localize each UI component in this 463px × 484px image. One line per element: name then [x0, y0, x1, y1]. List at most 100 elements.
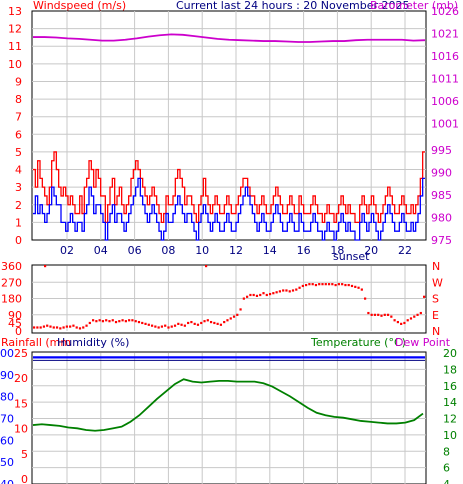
barometer-tick-label: 990	[431, 167, 452, 180]
windspeed-tick-label: 2	[15, 199, 22, 212]
humidity-axis: 100 90 80 70 60 50 40	[0, 347, 14, 484]
time-tick-label: 08	[161, 244, 175, 257]
compass-tick-label: N	[432, 325, 440, 338]
wind-direction-point	[205, 265, 208, 268]
wind-direction-point	[364, 297, 367, 300]
wind-direction-point	[141, 321, 144, 325]
wind-direction-point	[255, 294, 259, 297]
wind-direction-point	[246, 295, 249, 298]
wind-direction-point	[183, 324, 186, 327]
wind-direction-point	[413, 315, 416, 318]
time-tick-label: 12	[229, 244, 243, 257]
time-tick-label: 04	[94, 244, 108, 257]
windspeed-tick-label: 8	[15, 93, 22, 106]
wind-direction-point	[42, 325, 46, 328]
wind-direction-point	[416, 313, 419, 316]
barometer-tick-label: 1011	[431, 72, 459, 85]
wind-direction-point	[265, 293, 268, 297]
time-tick-label: 18	[330, 244, 344, 257]
wind-direction-point	[65, 325, 68, 328]
wind-direction-point	[170, 325, 173, 328]
time-tick-label: 06	[128, 244, 142, 257]
windspeed-tick-label: 7	[15, 111, 22, 124]
wind-direction-point	[62, 326, 65, 329]
top-panel-frame	[31, 10, 427, 241]
wind-direction-point	[39, 326, 42, 329]
humidity-tick-label: 40	[0, 478, 14, 484]
rainfall-tick-label: 10	[14, 423, 28, 436]
wind-direction-point	[272, 292, 275, 295]
barometer-tick-label: 975	[431, 234, 452, 247]
windspeed-tick-label: 5	[15, 146, 22, 159]
windspeed-label: Windspeed (m/s)	[33, 0, 126, 12]
wind-direction-point	[370, 313, 373, 316]
wind-direction-point	[367, 311, 370, 315]
wind-direction-point	[400, 322, 403, 325]
wind-direction-point	[118, 320, 121, 323]
wind-direction-point	[219, 323, 223, 326]
wind-direction-point	[154, 325, 157, 328]
rainfall-tick-label: 15	[14, 397, 28, 410]
wind-direction-point	[213, 321, 216, 325]
wind-direction-point	[377, 313, 380, 316]
wind-direction-point	[295, 288, 298, 291]
wind-direction-point	[308, 283, 311, 286]
wind-direction-point	[314, 283, 318, 287]
temperature-tick-label: 8	[443, 445, 450, 458]
wind-direction-point	[223, 320, 226, 324]
direction-tick-label: 180	[1, 293, 22, 306]
wind-direction-point	[216, 322, 219, 325]
wind-direction-point	[105, 319, 108, 322]
wind-direction-point	[59, 327, 62, 330]
temperature-tick-label: 12	[443, 413, 457, 426]
windspeed-tick-label: 12	[8, 23, 22, 36]
temperature-tick-label: 14	[443, 396, 457, 409]
wind-direction-point	[409, 317, 413, 320]
compass-tick-label: W	[432, 276, 443, 289]
wind-direction-point	[157, 326, 160, 329]
top-series	[33, 33, 426, 241]
wind-direction-point	[147, 323, 150, 326]
wind-direction-point	[390, 315, 393, 318]
barometer-tick-label: 1026	[431, 5, 459, 18]
wind-direction-point	[85, 324, 88, 327]
wind-direction-point	[108, 320, 111, 323]
wind-direction-point	[180, 323, 183, 326]
wind-direction-point	[357, 286, 360, 289]
windspeed-tick-label: 4	[15, 164, 22, 177]
wind-direction-point	[380, 314, 383, 317]
wind-direction-point	[164, 324, 167, 327]
wind-direction-point	[49, 325, 52, 328]
wind-direction-point	[124, 320, 127, 323]
wind-direction-point	[262, 292, 265, 295]
temperature-tick-label: 4	[443, 478, 450, 484]
wind-direction-point	[327, 283, 331, 286]
windspeed-tick-label: 10	[8, 58, 22, 71]
windspeed-tick-label: 6	[15, 128, 22, 141]
windspeed-tick-label: 13	[8, 5, 22, 18]
wind-direction-point	[128, 319, 131, 322]
temperature-tick-label: 18	[443, 363, 457, 376]
rainfall-tick-label: 20	[14, 372, 28, 385]
wind-direction-point	[134, 320, 137, 323]
temperature-tick-label: 6	[443, 462, 450, 475]
compass-tick-label: S	[432, 293, 439, 306]
time-axis: 02 04 06 08 10 12 14 16 18 20 22	[60, 244, 412, 257]
wind-direction-point	[259, 293, 262, 297]
temperature-tick-label: 16	[443, 380, 457, 393]
barometer-axis: 975 980 985 990 995 1001 1006 1011 1016 1021 1026	[431, 5, 459, 247]
wind-direction-point	[239, 308, 242, 311]
humidity-tick-label: 50	[0, 456, 14, 469]
barometer-tick-label: 1016	[431, 50, 459, 63]
wind-direction-point	[33, 326, 36, 329]
wind-direction-point	[373, 313, 377, 316]
humidity-tick-label: 90	[0, 369, 14, 382]
wind-direction-point	[229, 317, 232, 320]
wind-direction-point	[331, 283, 334, 286]
direction-tick-label: 90	[8, 309, 22, 322]
time-tick-label: 20	[364, 244, 378, 257]
wind-direction-point	[55, 326, 59, 329]
